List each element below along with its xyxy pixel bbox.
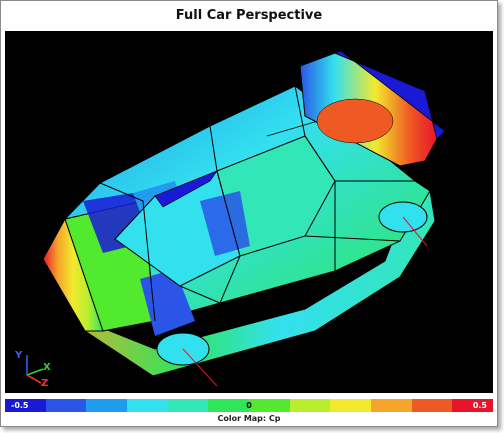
axis-triad: Y X Z — [15, 349, 51, 389]
color-swatch — [127, 399, 168, 412]
colorbar-min-label: -0.5 — [11, 401, 29, 410]
rear-wheel-axis — [402, 216, 428, 247]
color-swatch — [5, 399, 46, 412]
3d-viewport[interactable]: Y X Z — [5, 31, 493, 393]
color-swatch — [371, 399, 412, 412]
color-swatch — [249, 399, 290, 412]
color-swatch — [45, 399, 87, 412]
panel-line — [209, 125, 241, 304]
axis-triad-icon — [26, 355, 44, 384]
color-map-caption: Color Map: Cp — [217, 414, 281, 423]
color-swatch — [330, 399, 372, 412]
render-window: Full Car Perspective — [0, 0, 498, 427]
color-swatch — [86, 399, 128, 412]
panel-line — [99, 182, 156, 322]
color-swatch — [167, 399, 209, 412]
x-axis-label: X — [43, 362, 51, 373]
color-swatch — [452, 399, 494, 412]
color-swatch — [411, 399, 453, 412]
page-title: Full Car Perspective — [175, 8, 323, 23]
car-model-render — [42, 50, 446, 387]
color-swatch — [208, 399, 250, 412]
canopy-dark-strip — [154, 170, 218, 208]
front-wheel-axis — [182, 348, 218, 387]
panel-line — [179, 285, 221, 304]
rear-wing-dome — [316, 98, 394, 144]
colorbar-mid-label: 0 — [246, 401, 252, 410]
z-axis-label: Z — [41, 378, 49, 389]
colorbar-max-label: 0.5 — [472, 401, 487, 410]
color-legend-bar: -0.5 0 0.5 — [5, 399, 494, 412]
panel-line — [304, 235, 401, 242]
panel-line — [294, 85, 336, 271]
rear-wing-endplate — [333, 50, 446, 140]
canopy-blue-region — [200, 191, 250, 256]
y-axis-label: Y — [15, 350, 23, 361]
color-swatch — [289, 399, 331, 412]
